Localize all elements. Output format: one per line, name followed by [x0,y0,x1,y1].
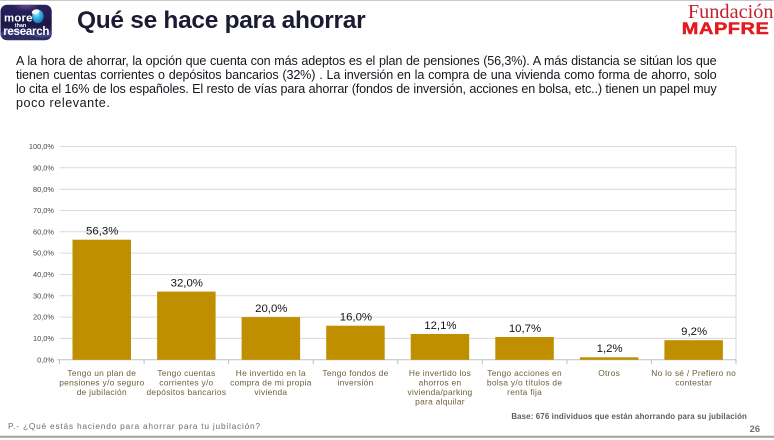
svg-text:more: more [4,13,33,25]
svg-text:12,1%: 12,1% [424,320,456,332]
svg-text:32,0%: 32,0% [171,278,203,290]
svg-text:80,0%: 80,0% [33,185,54,194]
svg-text:Otros: Otros [598,368,620,378]
svg-text:60,0%: 60,0% [33,227,54,236]
svg-text:16,0%: 16,0% [340,312,372,324]
svg-text:56,3%: 56,3% [86,226,118,238]
svg-text:research: research [3,25,49,38]
svg-text:70,0%: 70,0% [33,206,54,215]
svg-text:10,7%: 10,7% [509,323,541,335]
svg-text:0,0%: 0,0% [37,355,54,364]
svg-text:1,2%: 1,2% [597,343,623,355]
svg-text:9,2%: 9,2% [681,326,707,338]
svg-text:90,0%: 90,0% [33,163,54,172]
svg-text:20,0%: 20,0% [255,303,287,315]
svg-text:10,0%: 10,0% [33,334,54,343]
svg-text:100,0%: 100,0% [29,142,54,151]
svg-text:Base: 676 individuos que están: Base: 676 individuos que están ahorrando… [511,412,747,421]
svg-text:P.- ¿Qué estás haciendo para a: P.- ¿Qué estás haciendo para ahorrar par… [8,421,261,431]
svg-text:20,0%: 20,0% [33,313,54,322]
svg-text:than: than [15,23,26,29]
svg-text:26: 26 [750,424,760,434]
svg-text:40,0%: 40,0% [33,270,54,279]
svg-text:50,0%: 50,0% [33,249,54,258]
svg-text:30,0%: 30,0% [33,291,54,300]
